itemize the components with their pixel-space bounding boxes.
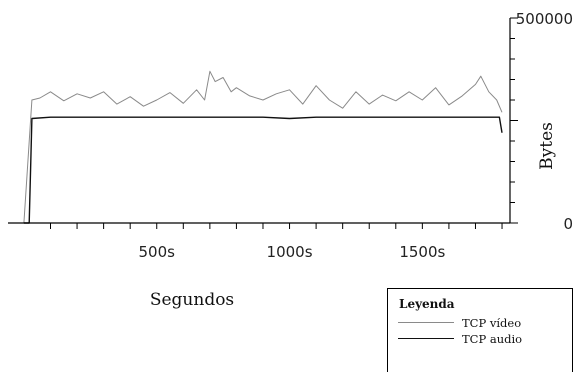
x-tick-label: 1000s xyxy=(267,243,313,261)
y-tick-label: 0 xyxy=(563,215,573,233)
y-tick-label: 500000 xyxy=(516,10,573,28)
x-tick-label: 500s xyxy=(139,243,176,261)
legend-swatch-tcp-audio xyxy=(398,338,454,339)
series-line-tcp-audio xyxy=(23,116,503,224)
legend-label-tcp-video: TCP vídeo xyxy=(462,316,522,330)
y-ticks: 0 500000 xyxy=(510,10,573,233)
legend-swatch-tcp-video xyxy=(398,322,454,323)
series-line-tcp-video xyxy=(23,70,503,224)
series-layer xyxy=(23,70,503,224)
legend-entry-tcp-video: TCP vídeo xyxy=(398,316,568,330)
x-tick-label: 1500s xyxy=(399,243,445,261)
legend-label-tcp-audio: TCP audio xyxy=(462,332,523,346)
legend-entry-tcp-audio: TCP audio xyxy=(398,332,568,346)
y-axis-title: Bytes xyxy=(537,122,557,170)
x-axis-title: Segundos xyxy=(150,290,234,310)
legend-title: Leyenda xyxy=(399,297,455,311)
legend: Leyenda TCP vídeo TCP audio xyxy=(387,288,573,372)
x-ticks: 500s 1000s 1500s xyxy=(49,223,503,261)
